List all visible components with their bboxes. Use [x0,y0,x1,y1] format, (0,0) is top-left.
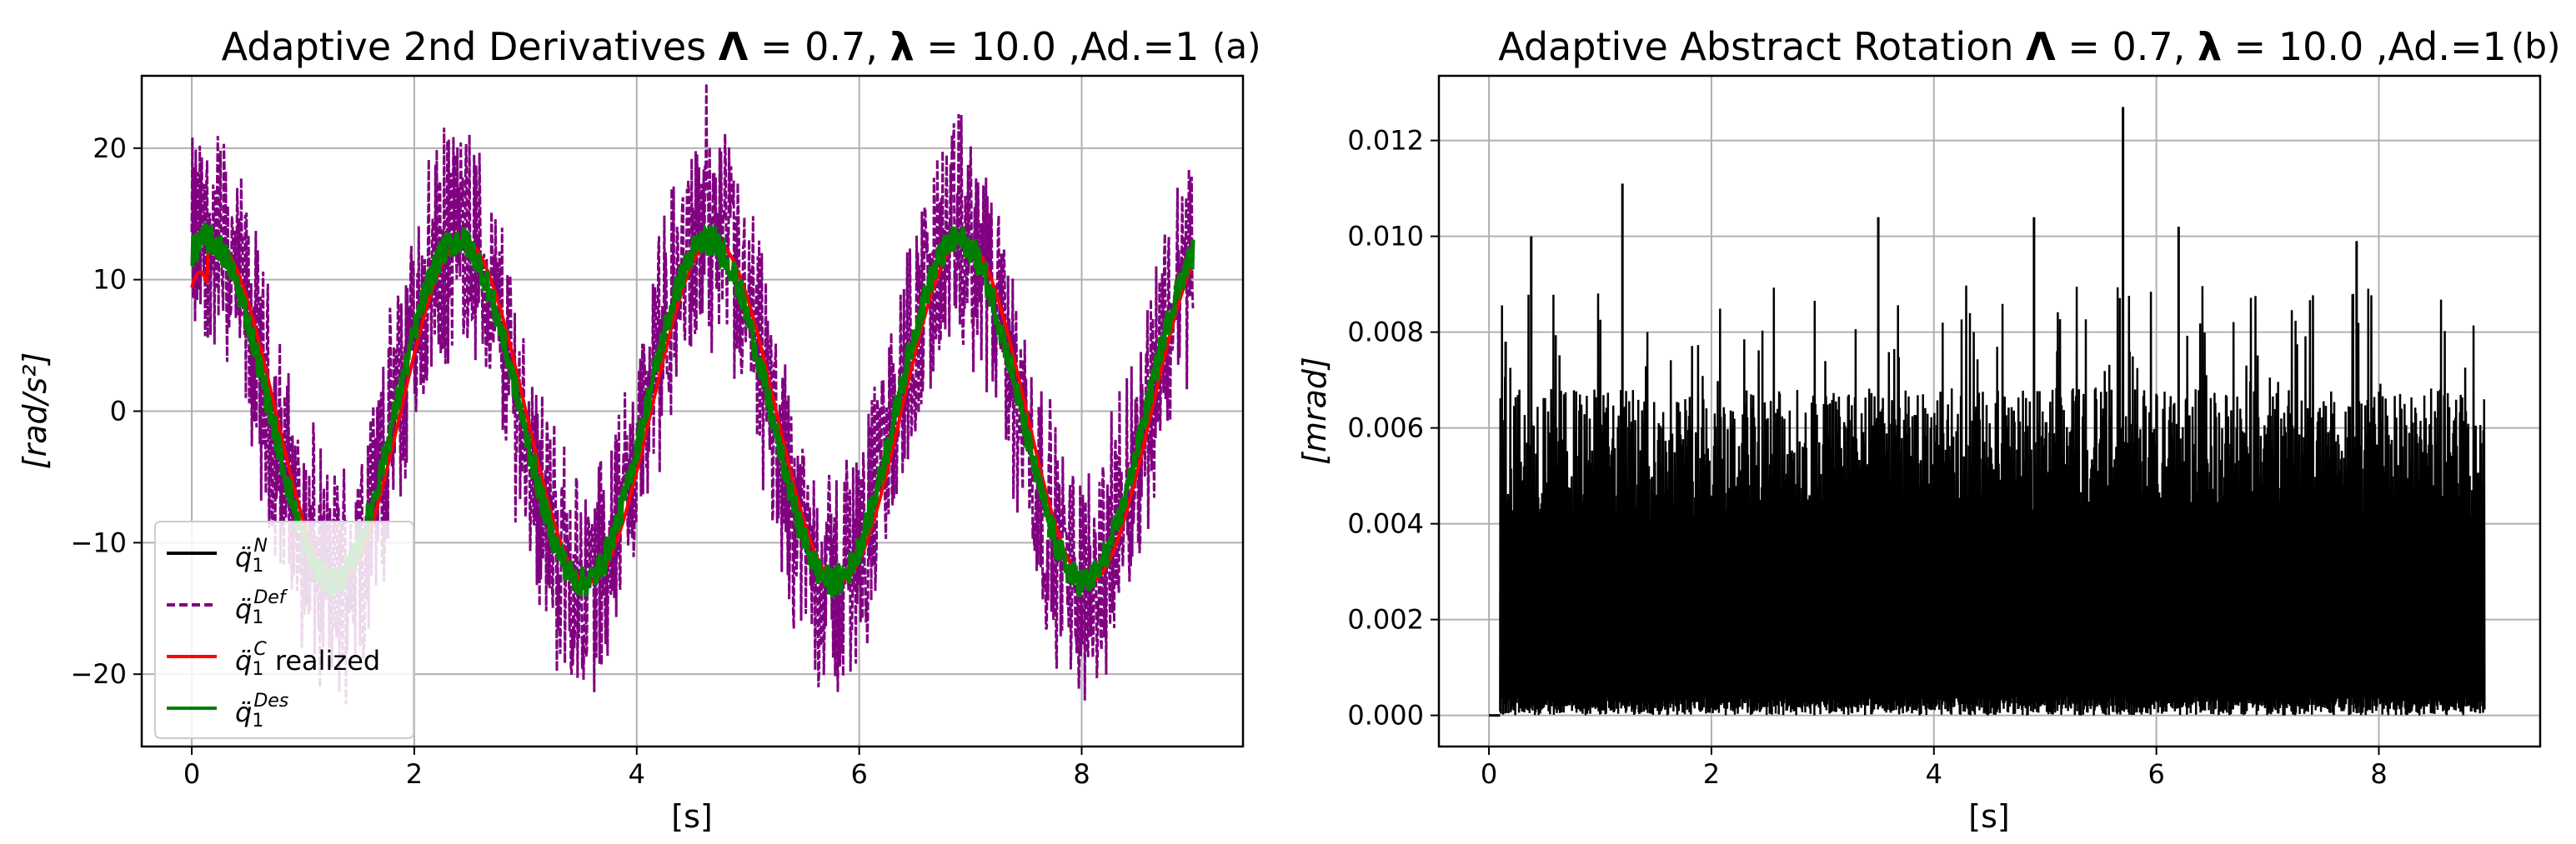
a-y-tick-label: −20 [70,658,127,690]
legend-box [154,521,414,739]
panel-a-label: (a) [1212,26,1261,67]
panel-a-x-label: [s] [671,798,712,835]
b-y-tick-label: 0.004 [1347,508,1424,540]
legend-label-nominal: q̈1N [235,536,268,577]
b-y-tick-label: 0.006 [1347,412,1424,444]
panel-a-y-label: [rad/s²] [17,352,53,470]
a-y-tick-label: −10 [70,527,127,558]
panel-b-ticks: 0 2 4 6 8 0.000 0.002 0.004 0.006 0.008 0.010 0.012 [1347,125,2387,790]
a-y-tick-label: 10 [93,264,127,296]
panel-a-title-rest: = 10.0 ,Ad.=1 [915,24,1200,69]
a-x-tick-label: 6 [850,758,867,790]
a-x-tick-label: 2 [406,758,423,790]
b-y-tick-label: 0.012 [1347,125,1424,157]
b-x-tick-label: 4 [1926,758,1942,790]
panel-b-y-label: [mrad] [1296,357,1333,465]
panel-b-series-lines [1489,107,2486,717]
panel-a-title-lead: Adaptive 2nd Derivatives [222,24,719,69]
b-y-tick-label: 0.002 [1347,604,1424,636]
panel-b-chart: Adaptive Abstract Rotation Λ = 0.7, λ = … [1296,24,2560,835]
a-x-tick-label: 0 [183,758,200,790]
panel-a-title-Lambda: Λ [719,24,749,69]
panel-a-title: Adaptive 2nd Derivatives Λ = 0.7, λ = 10… [222,24,1200,69]
panel-a-chart: Adaptive 2nd Derivatives Λ = 0.7, λ = 10… [17,24,1261,835]
panel-b-series [1489,107,2486,717]
b-x-tick-label: 0 [1481,758,1497,790]
b-y-tick-label: 0.008 [1347,317,1424,348]
panel-a-title-lambda: λ [890,24,915,69]
panel-b-title-lead: Adaptive Abstract Rotation [1498,24,2026,69]
a-x-tick-label: 8 [1073,758,1090,790]
panel-b-title-Lambda: Λ [2026,24,2056,69]
panel-b-title: Adaptive Abstract Rotation Λ = 0.7, λ = … [1498,24,2507,69]
a-y-tick-label: 20 [93,132,127,164]
b-y-tick-label: 0.000 [1347,700,1424,732]
panel-b-title-rest: = 10.0 ,Ad.=1 [2222,24,2507,69]
legend-label-des: q̈1Des [235,691,288,732]
b-x-tick-label: 8 [2370,758,2387,790]
panel-b-title-lambda-value: = 0.7, [2056,24,2198,69]
b-x-tick-label: 6 [2148,758,2164,790]
panel-a-ticks: 0 2 4 6 8 −20 −10 0 10 20 [70,132,1090,790]
b-x-tick-label: 2 [1703,758,1720,790]
panel-b-series-line [1499,285,2486,716]
panel-a-legend: q̈1N q̈1Def q̈1C realized q̈1Des [154,521,414,739]
a-x-tick-label: 4 [629,758,645,790]
panel-b-title-lambda: λ [2198,24,2222,69]
legend-label-realized: q̈1C realized [235,639,380,680]
panel-b-label: (b) [2511,26,2560,67]
a-y-tick-label: 0 [110,396,127,427]
legend-label-def: q̈1Def [235,587,288,628]
b-y-tick-label: 0.010 [1347,221,1424,252]
panel-b-x-label: [s] [1968,798,2009,835]
panel-b-axes-frame [1437,74,2542,748]
panel-a-title-lambda-value: = 0.7, [748,24,890,69]
